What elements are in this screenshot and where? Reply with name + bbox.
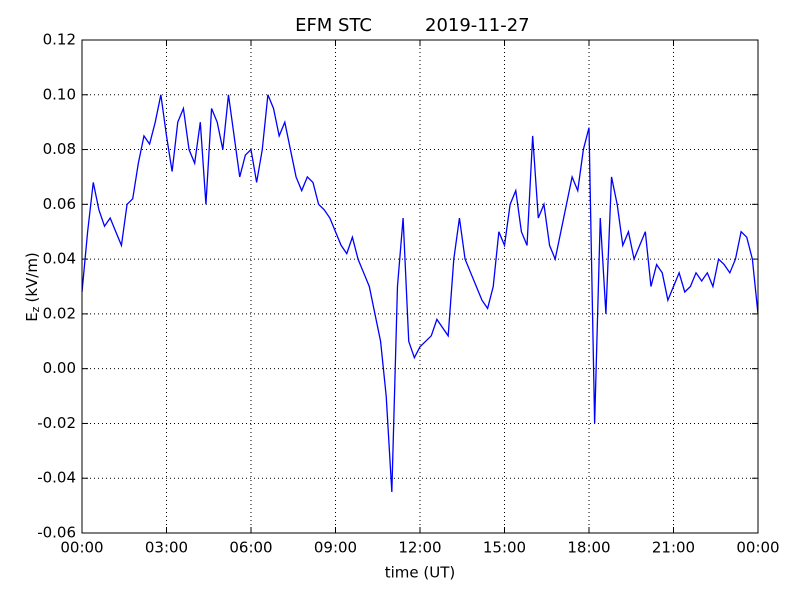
- x-tick-label: 06:00: [229, 539, 272, 557]
- y-tick-label: 0.06: [43, 195, 76, 213]
- plot-frame: [81, 39, 759, 534]
- y-label-unit: (kV/m): [23, 252, 41, 302]
- x-tick-label: 15:00: [483, 539, 526, 557]
- y-tick-label: -0.02: [37, 414, 76, 432]
- x-tick-label: 18:00: [567, 539, 610, 557]
- y-tick-label: 0.04: [43, 250, 76, 268]
- x-axis-label: time (UT): [385, 564, 456, 582]
- x-tick-label: 12:00: [398, 539, 441, 557]
- x-tick-label: 03:00: [145, 539, 188, 557]
- y-tick-label: 0.00: [43, 359, 76, 377]
- y-tick-label: 0.02: [43, 304, 76, 322]
- y-label-subscript: z: [29, 306, 42, 312]
- y-tick-label: -0.04: [37, 469, 76, 487]
- data-line: [81, 94, 759, 492]
- x-tick-label: 00:00: [60, 539, 103, 557]
- chart-title: EFM STC: [295, 15, 372, 36]
- y-tick-label: 0.08: [43, 140, 76, 158]
- x-tick-label: 09:00: [314, 539, 357, 557]
- chart-date: 2019-11-27: [425, 15, 530, 36]
- x-tick-label: 21:00: [652, 539, 695, 557]
- y-tick-label: 0.10: [43, 85, 76, 103]
- y-tick-label: -0.06: [37, 524, 76, 542]
- x-tick-label: 00:00: [736, 539, 779, 557]
- y-label-symbol: E: [23, 312, 41, 321]
- y-tick-label: 0.12: [43, 31, 76, 49]
- y-axis-label: Ez (kV/m): [23, 252, 43, 322]
